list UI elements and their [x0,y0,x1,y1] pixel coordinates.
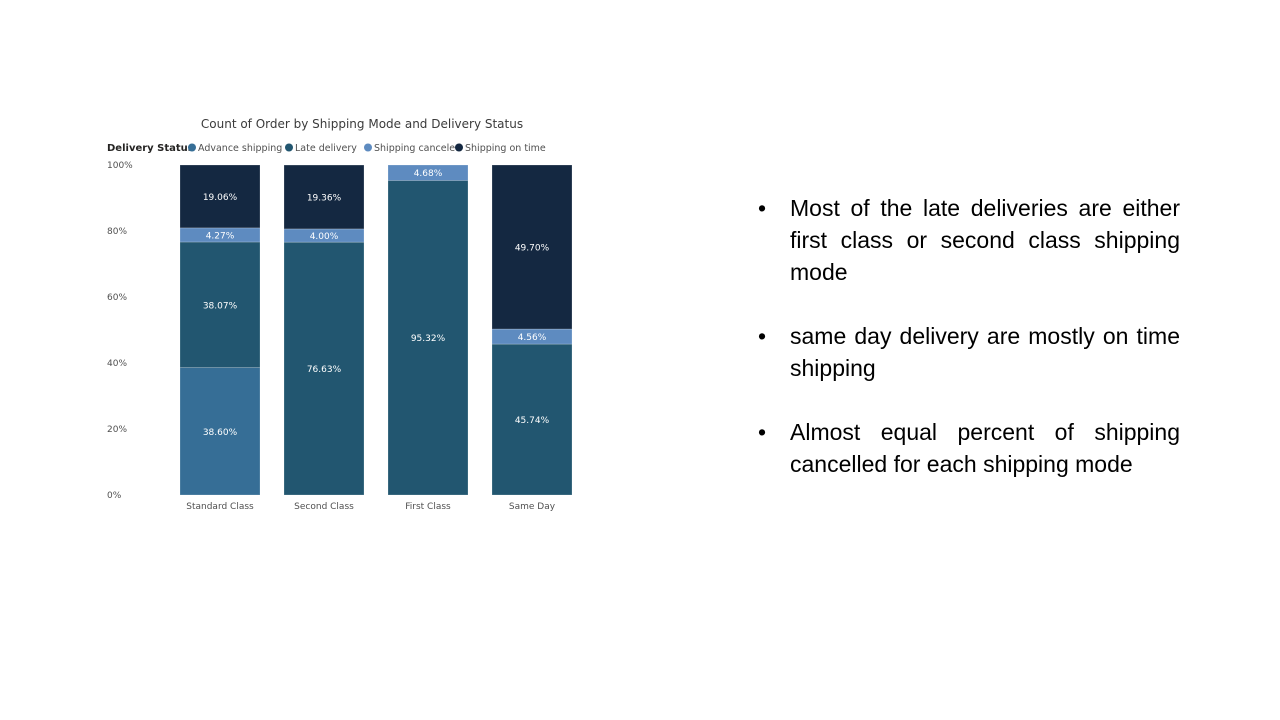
bullet-icon: • [758,323,767,349]
y-tick-label: 0% [107,491,122,501]
y-tick-label: 60% [107,293,127,303]
data-label: 4.27% [206,231,235,241]
bar-segment [179,241,261,368]
bar-segment [387,164,469,181]
y-tick-label: 40% [107,359,127,369]
category-label: Standard Class [186,502,254,512]
data-label: 19.06% [203,193,238,203]
legend-label: Shipping on time [465,143,546,154]
bars-group: 38.60% 38.07% 4.27% 19.06% 76.63% 4.00% 19.36%… [179,164,573,496]
bar-segment [283,241,365,496]
category-label: First Class [405,502,451,512]
insight-text: Almost equal percent of shipping cancell… [790,419,1180,477]
insight-item: • Most of the late deliveries are either… [758,192,1180,288]
stacked-bar-chart: Count of Order by Shipping Mode and Deli… [100,112,590,522]
bar-segment [179,164,261,229]
legend-marker [455,143,463,152]
y-axis: 0% 20% 40% 60% 80% 100% [107,161,133,501]
insight-item: • Almost equal percent of shipping cance… [758,416,1180,480]
data-label: 49.70% [515,244,550,254]
insight-text: same day delivery are mostly on time shi… [790,323,1180,381]
bar-segment [179,227,261,243]
y-tick-label: 20% [107,425,127,435]
legend-marker [285,143,293,152]
data-label: 4.68% [414,169,443,179]
bar-segment [491,164,573,330]
data-label: 19.36% [307,193,342,203]
bar-segment [283,164,365,230]
data-label: 4.56% [518,333,547,343]
y-tick-label: 100% [107,161,133,171]
chart-title: Count of Order by Shipping Mode and Deli… [201,117,523,131]
x-axis: Standard Class Second Class First Class Sam… [186,502,555,512]
data-label: 38.60% [203,428,238,438]
bar-segment [387,180,469,496]
category-label: Second Class [294,502,354,512]
legend-label: Advance shipping [198,143,282,154]
bar-segment [179,367,261,496]
bullet-icon: • [758,419,767,445]
data-label: 76.63% [307,365,342,375]
legend: Advance shipping Late delivery Shipping ca… [188,143,546,154]
insight-text: Most of the late deliveries are either f… [790,195,1180,285]
data-label: 45.74% [515,416,550,426]
insight-item: • same day delivery are mostly on time s… [758,320,1180,384]
category-label: Same Day [509,502,556,512]
legend-marker [188,143,196,152]
chart-canvas: Count of Order by Shipping Mode and Deli… [107,117,573,512]
y-tick-label: 80% [107,227,127,237]
bullet-icon: • [758,195,767,221]
data-label: 95.32% [411,334,446,344]
insights-list: • Most of the late deliveries are either… [758,192,1180,480]
data-label: 4.00% [310,232,339,242]
legend-label: Shipping canceled [374,143,461,154]
legend-label: Late delivery [295,143,357,154]
legend-marker [364,143,372,152]
data-label: 38.07% [203,301,238,311]
legend-title: Delivery Status [107,143,194,154]
